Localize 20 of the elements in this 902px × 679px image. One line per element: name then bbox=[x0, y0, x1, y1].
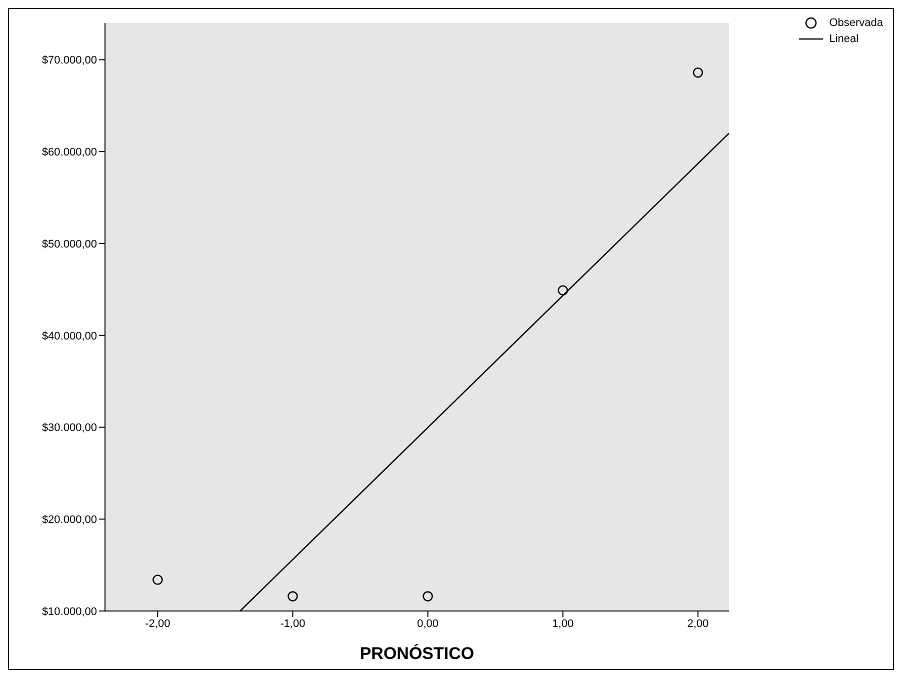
legend-label: Observada bbox=[829, 17, 883, 29]
y-tick-label: $50.000,00 bbox=[42, 238, 97, 250]
y-tick-label: $60.000,00 bbox=[42, 146, 97, 159]
y-tick-label: $70.000,00 bbox=[42, 54, 97, 67]
point bbox=[692, 67, 704, 78]
legend-label: Lineal bbox=[829, 33, 859, 45]
point bbox=[288, 591, 298, 602]
x-tick-label: -1,00 bbox=[280, 618, 306, 630]
point bbox=[558, 285, 568, 296]
x-tick-label: -2,00 bbox=[145, 618, 170, 630]
y-tick-label: $20.000,00 bbox=[42, 514, 97, 526]
x-tick-label: 0,00 bbox=[417, 618, 439, 630]
y-tick-label: $30.000,00 bbox=[42, 422, 97, 434]
x-axis-title: PRONÓSTICO bbox=[360, 643, 474, 663]
y-tick-label: $40.000,00 bbox=[42, 330, 97, 342]
point bbox=[422, 591, 433, 602]
x-tick-label: 2,00 bbox=[687, 618, 709, 630]
x-tick-label: 1,00 bbox=[552, 618, 574, 630]
point bbox=[152, 574, 163, 585]
y-tick-label: $10.000,00 bbox=[42, 606, 97, 618]
